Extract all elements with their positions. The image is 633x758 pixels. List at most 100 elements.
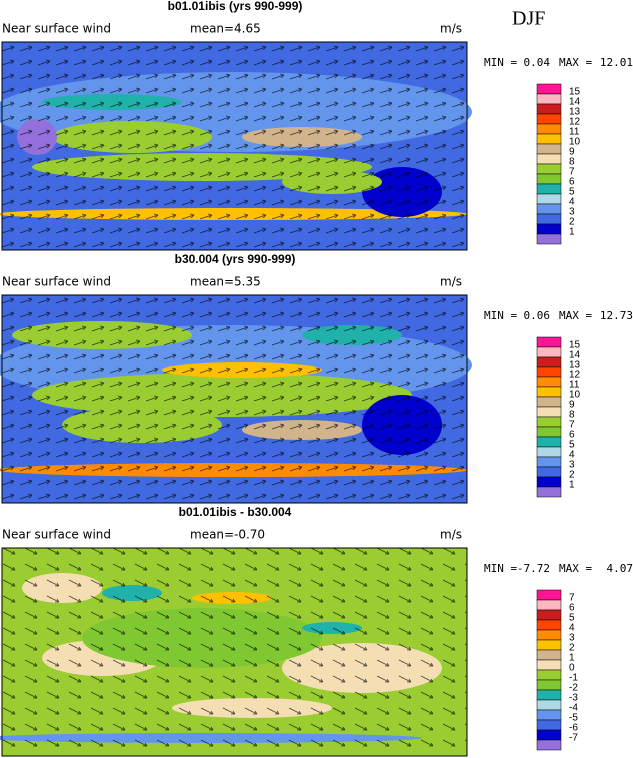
colorbar-swatch <box>536 213 562 225</box>
colorbar-label: 13 <box>569 107 581 118</box>
colorbar-label: 3 <box>569 207 575 218</box>
colorbar-swatch <box>536 203 562 215</box>
colorbar-label: 12 <box>569 117 581 128</box>
colorbar-swatch <box>536 123 562 135</box>
colorbar-swatch <box>536 609 562 621</box>
min-label: MIN = <box>484 562 517 575</box>
colorbar-label: 1 <box>569 653 575 664</box>
colorbar-swatch <box>536 396 562 408</box>
mean-value: 4.65 <box>234 22 261 36</box>
colorbar-swatch <box>536 366 562 378</box>
colorbar-swatch <box>536 163 562 175</box>
min-label: MIN = <box>484 56 517 69</box>
colorbar-label: 7 <box>569 167 575 178</box>
colorbar-swatch <box>536 649 562 661</box>
colorbar-label: -2 <box>569 683 578 694</box>
max-value: 12.01 <box>600 56 633 69</box>
max-label: MAX = <box>559 309 592 322</box>
colorbar-swatch <box>536 93 562 105</box>
panel-title: b01.01ibis (yrs 990-999) <box>168 0 303 13</box>
colorbar-label: -7 <box>569 733 578 744</box>
units: m/s <box>440 22 462 36</box>
colorbar-swatch <box>536 233 562 245</box>
colorbar-label: 12 <box>569 370 581 381</box>
colorbar-swatch <box>536 486 562 498</box>
field-label: Near surface wind <box>2 22 111 36</box>
colorbar-label: 9 <box>569 147 575 158</box>
colorbar-swatch <box>536 336 562 348</box>
colorbar-swatch <box>536 346 562 358</box>
colorbar-swatch <box>536 223 562 235</box>
min-value: 0.04 <box>524 56 551 69</box>
colorbar-swatch <box>536 729 562 741</box>
colorbar-label: 4 <box>569 623 575 634</box>
colorbar-swatch <box>536 416 562 428</box>
mean-label: mean= <box>190 22 234 36</box>
colorbar-label: 1 <box>569 227 575 238</box>
colorbar-swatch <box>536 639 562 651</box>
units: m/s <box>440 528 462 542</box>
colorbar-label: 6 <box>569 177 575 188</box>
colorbar-label: 5 <box>569 440 575 451</box>
colorbar-label: 2 <box>569 217 575 228</box>
colorbar-swatch <box>536 456 562 468</box>
panel-title: b01.01ibis - b30.004 <box>179 505 292 519</box>
colorbar-swatch <box>536 709 562 721</box>
colorbar-swatch <box>536 446 562 458</box>
colorbar-label: -6 <box>569 723 578 734</box>
wind-vectors <box>2 42 467 250</box>
colorbar-label: 7 <box>569 593 575 604</box>
max-label: MAX = <box>559 562 592 575</box>
colorbar-swatch <box>536 376 562 388</box>
max-value: 12.73 <box>600 309 633 322</box>
panel-title: b30.004 (yrs 990-999) <box>175 252 296 266</box>
colorbar-label: -3 <box>569 693 578 704</box>
colorbar-label: 3 <box>569 460 575 471</box>
colorbar-label: 10 <box>569 390 581 401</box>
colorbar-label: -1 <box>569 673 578 684</box>
colorbar-swatch <box>536 689 562 701</box>
colorbar-swatch <box>536 466 562 478</box>
colorbar-swatch <box>536 629 562 641</box>
colorbar-label: 11 <box>569 380 580 391</box>
colorbar-swatch <box>536 386 562 398</box>
colorbar-swatch <box>536 476 562 488</box>
max-value: 4.07 <box>607 562 633 575</box>
colorbar-swatch <box>536 659 562 671</box>
colorbar-swatch <box>536 619 562 631</box>
colorbar-label: 9 <box>569 400 575 411</box>
colorbar-swatch <box>536 133 562 145</box>
colorbar-swatch <box>536 83 562 95</box>
field-label: Near surface wind <box>2 528 111 542</box>
colorbar-label: 6 <box>569 603 575 614</box>
min-label: MIN = <box>484 309 517 322</box>
colorbar-label: 4 <box>569 197 575 208</box>
colorbar-label: 13 <box>569 360 581 371</box>
colorbar-label: 15 <box>569 340 581 351</box>
colorbar-swatch <box>536 173 562 185</box>
season-label: DJF <box>512 8 545 30</box>
map-frame <box>1 547 468 757</box>
colorbar-label: 10 <box>569 137 581 148</box>
colorbar-swatch <box>536 113 562 125</box>
colorbar-label: 5 <box>569 613 575 624</box>
max-label: MAX = <box>559 56 592 69</box>
colorbar-swatch <box>536 669 562 681</box>
min-value: 0.06 <box>524 309 551 322</box>
colorbar-swatch <box>536 679 562 691</box>
field-label: Near surface wind <box>2 275 111 289</box>
colorbar-label: 7 <box>569 420 575 431</box>
colorbar-swatch <box>536 103 562 115</box>
colorbar-swatch <box>536 143 562 155</box>
colorbar-label: 14 <box>569 350 581 361</box>
colorbar-swatch <box>536 739 562 751</box>
wind-vectors <box>2 548 467 756</box>
colorbar-label: 6 <box>569 430 575 441</box>
colorbar-swatch <box>536 406 562 418</box>
mean-label: mean= <box>190 528 234 542</box>
mean-label: mean= <box>190 275 234 289</box>
colorbar-label: 11 <box>569 127 580 138</box>
mean-value: -0.70 <box>234 528 265 542</box>
colorbar-swatch <box>536 356 562 368</box>
